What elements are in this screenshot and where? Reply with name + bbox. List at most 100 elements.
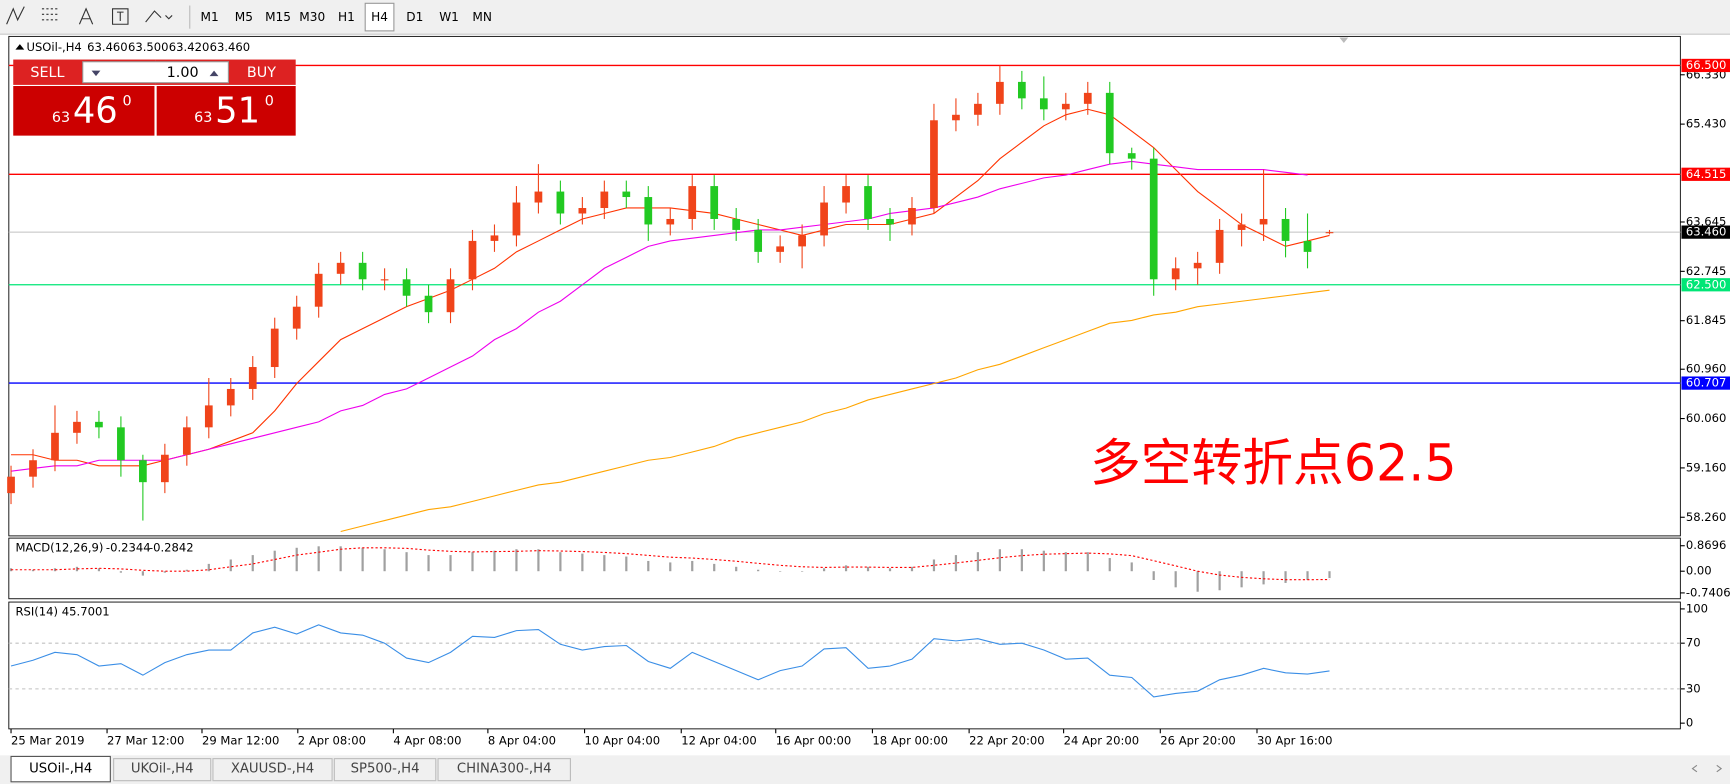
macd-bar xyxy=(603,555,606,572)
candle-body xyxy=(864,186,872,219)
tab[interactable] xyxy=(333,758,437,782)
candle-body xyxy=(1017,81,1026,99)
rsi-pane xyxy=(8,601,1681,730)
tab-label: UKOil-,H4 xyxy=(131,762,194,777)
macd-bar xyxy=(559,552,562,572)
tab[interactable] xyxy=(212,758,333,782)
macd-bar xyxy=(954,555,958,572)
candle-body xyxy=(402,279,411,296)
shapes-icon[interactable] xyxy=(145,10,173,23)
tab[interactable] xyxy=(113,758,212,782)
timeframe-button[interactable]: MN xyxy=(472,10,492,24)
macd-bar xyxy=(691,560,694,572)
volume-box[interactable] xyxy=(82,61,229,84)
timeframe-button[interactable]: M1 xyxy=(201,10,219,24)
timeframe-button[interactable]: H1 xyxy=(338,10,355,24)
timeframe-button[interactable]: M15 xyxy=(265,10,291,24)
candle-body xyxy=(688,186,697,219)
x-tick-label: 10 Apr 04:00 xyxy=(585,733,661,747)
level-label-box xyxy=(1681,376,1730,390)
candle-body xyxy=(139,460,147,483)
candle-body xyxy=(95,421,103,428)
macd-bar xyxy=(427,555,430,572)
buy-price-main: 51 xyxy=(215,90,260,131)
sell-price-box[interactable] xyxy=(13,86,155,136)
macd-bar xyxy=(713,563,716,572)
x-tick-label: 2 Apr 08:00 xyxy=(298,733,366,747)
macd-bar xyxy=(1130,562,1133,572)
candle-body xyxy=(1149,158,1158,280)
x-tick-label: 22 Apr 20:00 xyxy=(969,733,1045,747)
level-label: 62.500 xyxy=(1686,277,1727,291)
y-tick-label: 58.260 xyxy=(1686,510,1727,524)
macd-bar xyxy=(866,566,870,572)
timeframe-active xyxy=(364,2,395,32)
macd-bar xyxy=(801,571,804,572)
candle-body xyxy=(1325,232,1334,234)
candle-body xyxy=(358,262,367,280)
macd-bar xyxy=(844,565,848,572)
volume-down[interactable] xyxy=(91,70,101,77)
x-tick-label: 29 Mar 12:00 xyxy=(202,733,279,747)
macd-bar xyxy=(998,549,1001,572)
macd-bar xyxy=(97,568,101,572)
volume-up[interactable] xyxy=(209,70,219,77)
label-icon[interactable] xyxy=(111,8,129,25)
macd-pane xyxy=(8,537,1681,600)
level-label: 64.515 xyxy=(1686,167,1727,181)
candle-body xyxy=(842,186,850,203)
timeframe-button[interactable]: H4 xyxy=(371,10,388,24)
candle-body xyxy=(930,120,938,209)
candle-body xyxy=(73,421,81,433)
level-label: 60.707 xyxy=(1686,376,1727,390)
candle-body xyxy=(160,454,169,483)
candle-body xyxy=(578,208,587,214)
tab-scroll[interactable] xyxy=(1691,764,1723,773)
y-tick-label: 70 xyxy=(1686,636,1701,650)
tab-label: SP500-,H4 xyxy=(351,762,420,777)
timeframe-button[interactable]: W1 xyxy=(439,10,459,24)
moving-average xyxy=(10,160,1308,472)
buy-price-box[interactable] xyxy=(156,86,296,136)
candle-body xyxy=(314,273,323,307)
candle-body xyxy=(534,191,543,203)
tab[interactable] xyxy=(10,755,111,783)
candle-body xyxy=(117,427,125,461)
y-tick-label: 60.960 xyxy=(1686,362,1727,376)
macd-bar xyxy=(910,566,914,572)
candle-body xyxy=(446,279,455,313)
candle-body xyxy=(1215,229,1224,263)
tab[interactable] xyxy=(437,758,571,782)
buy-price-big: 63 xyxy=(194,110,212,126)
candle-body xyxy=(754,229,763,252)
y-tick-label: 63.645 xyxy=(1686,214,1727,228)
macd-bar xyxy=(1042,550,1045,572)
tab-label: CHINA300-,H4 xyxy=(457,762,552,777)
macd-bar xyxy=(339,546,342,572)
candle-body xyxy=(798,235,806,247)
y-tick-label: 0.8696 xyxy=(1686,538,1727,552)
timeframe-button[interactable]: M30 xyxy=(299,10,325,24)
sell-price-sup: 0 xyxy=(122,93,131,109)
x-tick-label: 25 Mar 2019 xyxy=(11,733,84,747)
text-icon[interactable] xyxy=(78,7,94,25)
main-pane xyxy=(8,35,1681,537)
chart-icon[interactable] xyxy=(6,6,25,25)
timeframe-button[interactable]: M5 xyxy=(235,10,253,24)
candle-body xyxy=(292,306,301,329)
timeframe-button[interactable]: D1 xyxy=(406,10,423,24)
current-price-box xyxy=(1681,225,1730,239)
macd-bar xyxy=(976,552,980,572)
y-tick-label: 60.060 xyxy=(1686,411,1727,425)
candle-body xyxy=(336,262,345,274)
macd-bar xyxy=(888,568,892,572)
x-tick-label: 4 Apr 08:00 xyxy=(393,733,461,747)
one-click-trading: SELL BUY 1.00 63 46 0 63 51 0 xyxy=(13,59,296,136)
macd-bar xyxy=(1284,571,1287,583)
x-tick-label: 24 Apr 20:00 xyxy=(1064,733,1140,747)
candle-body xyxy=(490,235,499,241)
grid-icon[interactable] xyxy=(41,8,60,21)
macd-bar xyxy=(822,568,826,572)
collapse-arrow xyxy=(15,44,25,50)
